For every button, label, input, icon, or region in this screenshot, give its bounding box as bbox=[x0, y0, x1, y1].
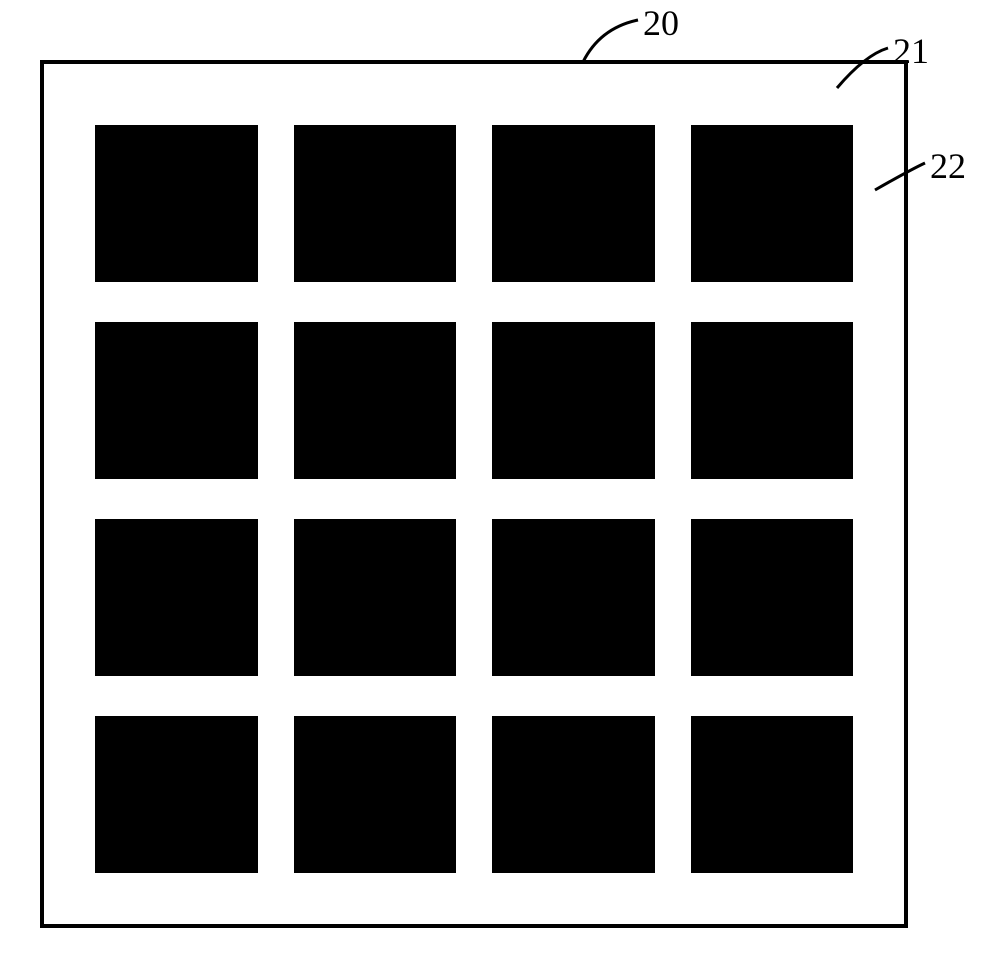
leader-lines bbox=[0, 0, 981, 967]
leader-line bbox=[583, 20, 638, 62]
label-22: 22 bbox=[930, 145, 966, 187]
leader-line bbox=[875, 163, 925, 190]
label-21: 21 bbox=[893, 30, 929, 72]
label-20: 20 bbox=[643, 2, 679, 44]
leader-line bbox=[837, 48, 888, 88]
